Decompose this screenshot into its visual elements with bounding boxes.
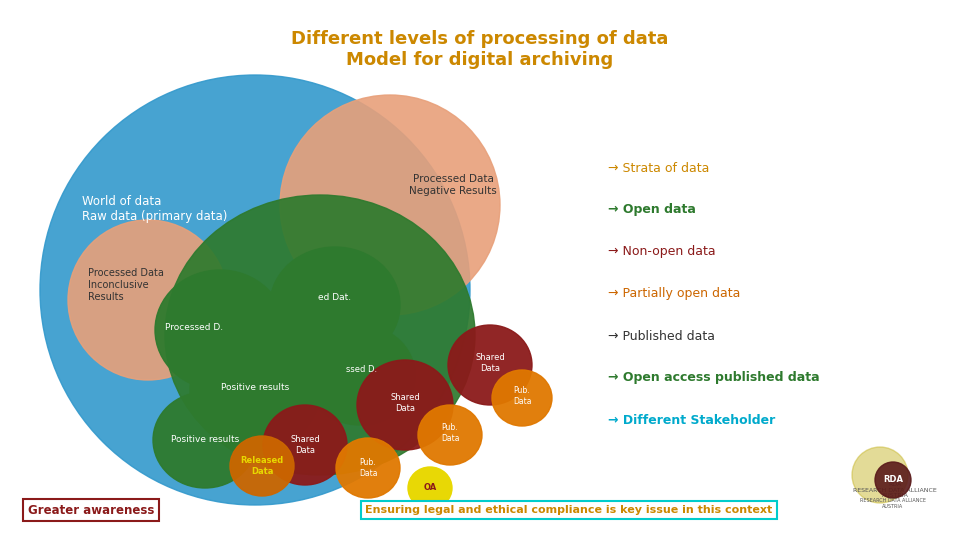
Text: Pub.
Data: Pub. Data [359, 458, 377, 478]
Ellipse shape [418, 405, 482, 465]
Text: Processed D.: Processed D. [165, 323, 223, 333]
Text: → Published data: → Published data [608, 329, 715, 342]
Ellipse shape [280, 95, 500, 315]
Ellipse shape [357, 360, 453, 450]
Text: RDA
RESEARCH DATA ALLIANCE
AUSTRIA: RDA RESEARCH DATA ALLIANCE AUSTRIA [853, 482, 937, 498]
Ellipse shape [190, 330, 320, 450]
Ellipse shape [492, 370, 552, 426]
Ellipse shape [305, 325, 415, 425]
Text: Positive results: Positive results [221, 383, 289, 393]
Ellipse shape [408, 467, 452, 509]
Text: → Open data: → Open data [608, 204, 696, 217]
Text: → Open access published data: → Open access published data [608, 372, 820, 384]
Ellipse shape [230, 436, 294, 496]
Text: Shared
Data: Shared Data [475, 353, 505, 373]
Text: → Strata of data: → Strata of data [608, 161, 709, 174]
Circle shape [875, 462, 911, 498]
Text: OA: OA [423, 483, 437, 492]
Text: ssed D.: ssed D. [347, 366, 377, 375]
Text: Shared
Data: Shared Data [290, 435, 320, 455]
Ellipse shape [448, 325, 532, 405]
Ellipse shape [263, 405, 347, 485]
Text: AUSTRIA: AUSTRIA [882, 504, 903, 510]
Ellipse shape [336, 438, 400, 498]
Ellipse shape [153, 392, 257, 488]
Text: Released
Data: Released Data [240, 456, 283, 476]
Text: Ensuring legal and ethical compliance is key issue in this context: Ensuring legal and ethical compliance is… [365, 505, 772, 515]
Text: RDA: RDA [883, 476, 903, 484]
Ellipse shape [270, 247, 400, 363]
Ellipse shape [68, 220, 228, 380]
Text: → Non-open data: → Non-open data [608, 246, 715, 259]
Text: Pub.
Data: Pub. Data [513, 386, 531, 406]
Text: Positive results: Positive results [171, 435, 239, 444]
Text: RESEARCH DATA ALLIANCE: RESEARCH DATA ALLIANCE [860, 497, 926, 503]
Text: World of data
Raw data (primary data): World of data Raw data (primary data) [82, 195, 228, 223]
Text: → Different Stakeholder: → Different Stakeholder [608, 414, 776, 427]
Text: Different levels of processing of data
Model for digital archiving: Different levels of processing of data M… [291, 30, 669, 69]
Text: Pub.
Data: Pub. Data [441, 423, 459, 443]
Ellipse shape [165, 195, 475, 475]
Text: → Partially open data: → Partially open data [608, 287, 740, 300]
Ellipse shape [155, 270, 285, 390]
Text: ed Dat.: ed Dat. [319, 294, 351, 302]
Ellipse shape [40, 75, 470, 505]
Text: Processed Data
Negative Results: Processed Data Negative Results [409, 174, 497, 196]
Text: Shared
Data: Shared Data [390, 393, 420, 413]
Text: Greater awareness: Greater awareness [28, 503, 155, 516]
Text: Processed Data
Inconclusive
Results: Processed Data Inconclusive Results [88, 268, 164, 302]
Circle shape [852, 447, 908, 503]
